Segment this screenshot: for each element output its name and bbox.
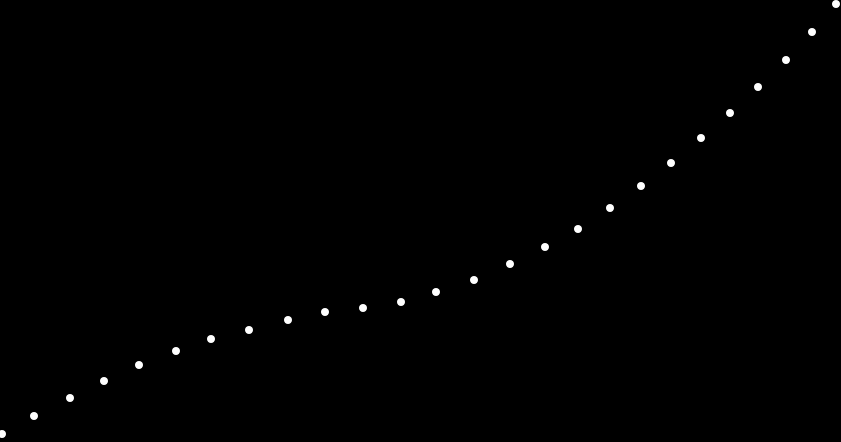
data-point[interactable] xyxy=(808,28,816,36)
data-point[interactable] xyxy=(697,134,705,142)
data-point[interactable] xyxy=(321,308,329,316)
data-point[interactable] xyxy=(637,182,645,190)
data-point[interactable] xyxy=(284,316,292,324)
data-point[interactable] xyxy=(207,335,215,343)
data-point[interactable] xyxy=(245,326,253,334)
data-point[interactable] xyxy=(667,159,675,167)
data-point[interactable] xyxy=(172,347,180,355)
data-point[interactable] xyxy=(135,361,143,369)
data-point[interactable] xyxy=(66,394,74,402)
data-point[interactable] xyxy=(541,243,549,251)
data-point[interactable] xyxy=(606,204,614,212)
data-point[interactable] xyxy=(574,225,582,233)
data-point[interactable] xyxy=(432,288,440,296)
data-point[interactable] xyxy=(506,260,514,268)
data-point[interactable] xyxy=(782,56,790,64)
data-point[interactable] xyxy=(30,412,38,420)
data-point[interactable] xyxy=(754,83,762,91)
data-point[interactable] xyxy=(832,0,840,8)
data-point[interactable] xyxy=(359,304,367,312)
data-point[interactable] xyxy=(470,276,478,284)
data-point[interactable] xyxy=(0,430,6,438)
data-point[interactable] xyxy=(100,377,108,385)
data-point[interactable] xyxy=(397,298,405,306)
data-point[interactable] xyxy=(726,109,734,117)
